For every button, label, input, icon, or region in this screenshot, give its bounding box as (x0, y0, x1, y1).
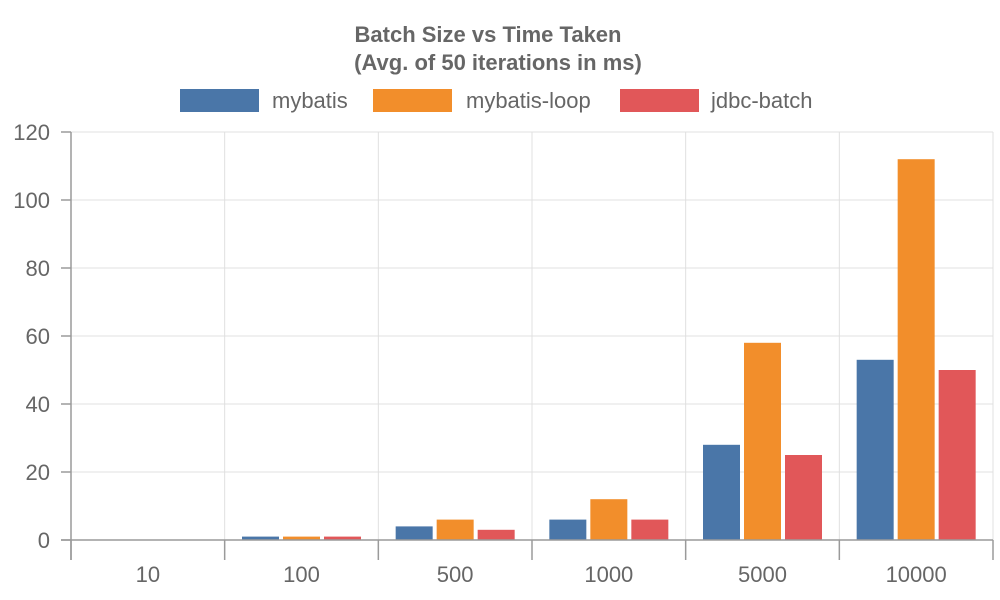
y-tick-label: 80 (26, 256, 50, 281)
x-tick-label: 1000 (584, 562, 633, 587)
x-tick-labels: 10 100 500 1000 5000 10000 (136, 562, 947, 587)
bar-mybatis-loop-5000[interactable] (744, 342, 781, 540)
bar-mybatis-100[interactable] (242, 536, 279, 540)
bar-jdbc-batch-5000[interactable] (785, 455, 822, 540)
bar-mybatis-loop-500[interactable] (436, 519, 474, 540)
y-tick-label: 0 (38, 528, 50, 553)
legend-label-mybatis-loop[interactable]: mybatis-loop (466, 88, 591, 113)
x-tick-label: 5000 (738, 562, 787, 587)
bar-mybatis-1000[interactable] (549, 519, 587, 540)
legend-swatch-jdbc-batch[interactable] (620, 89, 699, 112)
chart-title-line-2: (Avg. of 50 iterations in ms) (354, 50, 642, 75)
axes (61, 131, 994, 560)
legend: mybatis mybatis-loop jdbc-batch (180, 88, 813, 113)
x-tick-label: 500 (437, 562, 474, 587)
bar-mybatis-loop-1000[interactable] (590, 499, 628, 540)
chart-title-line-1: Batch Size vs Time Taken (355, 22, 622, 47)
y-tick-label: 60 (26, 324, 50, 349)
bar-jdbc-batch-500[interactable] (477, 529, 515, 540)
legend-label-mybatis[interactable]: mybatis (272, 88, 348, 113)
bar-mybatis-loop-100[interactable] (283, 536, 320, 540)
bar-mybatis-10000[interactable] (856, 359, 894, 540)
bar-jdbc-batch-100[interactable] (324, 536, 361, 540)
y-tick-labels: 0 20 40 60 80 100 120 (13, 120, 50, 553)
x-tick-label: 100 (283, 562, 320, 587)
y-tick-label: 20 (26, 460, 50, 485)
y-tick-label: 40 (26, 392, 50, 417)
bars (242, 159, 976, 540)
bar-jdbc-batch-1000[interactable] (631, 519, 669, 540)
legend-swatch-mybatis-loop[interactable] (373, 89, 452, 112)
x-tick-label: 10 (136, 562, 160, 587)
grid (71, 131, 994, 541)
bar-mybatis-loop-10000[interactable] (897, 159, 935, 540)
y-tick-label: 100 (13, 188, 50, 213)
legend-label-jdbc-batch[interactable]: jdbc-batch (710, 88, 813, 113)
bar-mybatis-500[interactable] (395, 526, 433, 540)
x-tick-label: 10000 (886, 562, 947, 587)
bar-jdbc-batch-10000[interactable] (938, 370, 976, 540)
y-tick-label: 120 (13, 120, 50, 145)
bar-mybatis-5000[interactable] (703, 444, 740, 540)
legend-swatch-mybatis[interactable] (180, 89, 259, 112)
